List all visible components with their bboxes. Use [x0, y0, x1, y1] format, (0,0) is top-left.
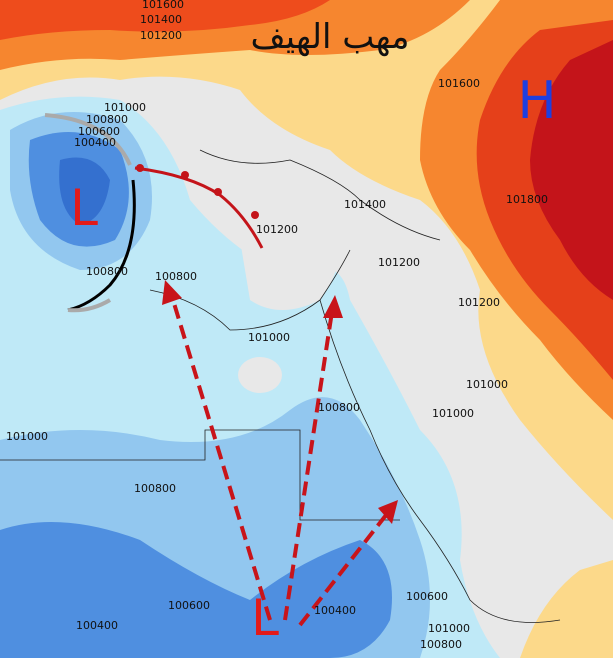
isobar-label: 100800 [134, 482, 176, 495]
isobar-label: 100800 [318, 401, 360, 414]
arrow-heads [162, 280, 398, 524]
low-center: L [70, 179, 98, 237]
isobar-label: 100800 [86, 265, 128, 278]
cold-front [67, 179, 136, 312]
front-markers [136, 164, 259, 219]
isobar-label: 100600 [406, 590, 448, 603]
isobar-label: 101000 [6, 430, 48, 443]
isobar-label: 100800 [420, 638, 462, 651]
isobar-label: 100400 [314, 604, 356, 617]
map-title: مهب الهيف [250, 17, 409, 57]
isobar-label: 101600 [438, 77, 480, 90]
zone-grey-island [238, 357, 282, 393]
zone-se [520, 560, 613, 658]
isobar-label: 101200 [378, 256, 420, 269]
isobar-label: 101000 [248, 331, 290, 344]
isobar-label: 100400 [74, 136, 116, 149]
occluded-front-gray [44, 113, 132, 166]
isobar-label: 100400 [76, 619, 118, 632]
isobar-label: 101400 [140, 13, 182, 26]
isobar-label: 100600 [168, 599, 210, 612]
zone-1002 [59, 157, 110, 225]
zone-1020 [530, 40, 613, 300]
isobar-label: 101200 [458, 296, 500, 309]
isobar-label: 101200 [140, 29, 182, 42]
flow-arrows [168, 289, 392, 627]
isobar-labels: 1016001014001012001010001008001006001004… [6, 0, 548, 651]
front-gray-tail [67, 298, 112, 313]
isobar-label: 101000 [428, 622, 470, 635]
isobar-label: 101600 [142, 0, 184, 11]
isobar-label: 100600 [78, 125, 120, 138]
zone-1004-south [0, 522, 392, 658]
isobar-label: 101800 [506, 193, 548, 206]
isobar-label: 100800 [86, 113, 128, 126]
isobar-label: 101200 [256, 223, 298, 236]
isobar-label: 101400 [344, 198, 386, 211]
zone-1016-core [0, 0, 330, 40]
borders [0, 149, 561, 623]
high-center: H [517, 71, 556, 131]
isobar-label: 101000 [432, 407, 474, 420]
isobar-label: 101000 [104, 101, 146, 114]
isobar-label: 100800 [155, 270, 197, 283]
zone-grey-center [240, 230, 338, 310]
low-center: L [251, 589, 279, 647]
isobar-label: 101000 [466, 378, 508, 391]
